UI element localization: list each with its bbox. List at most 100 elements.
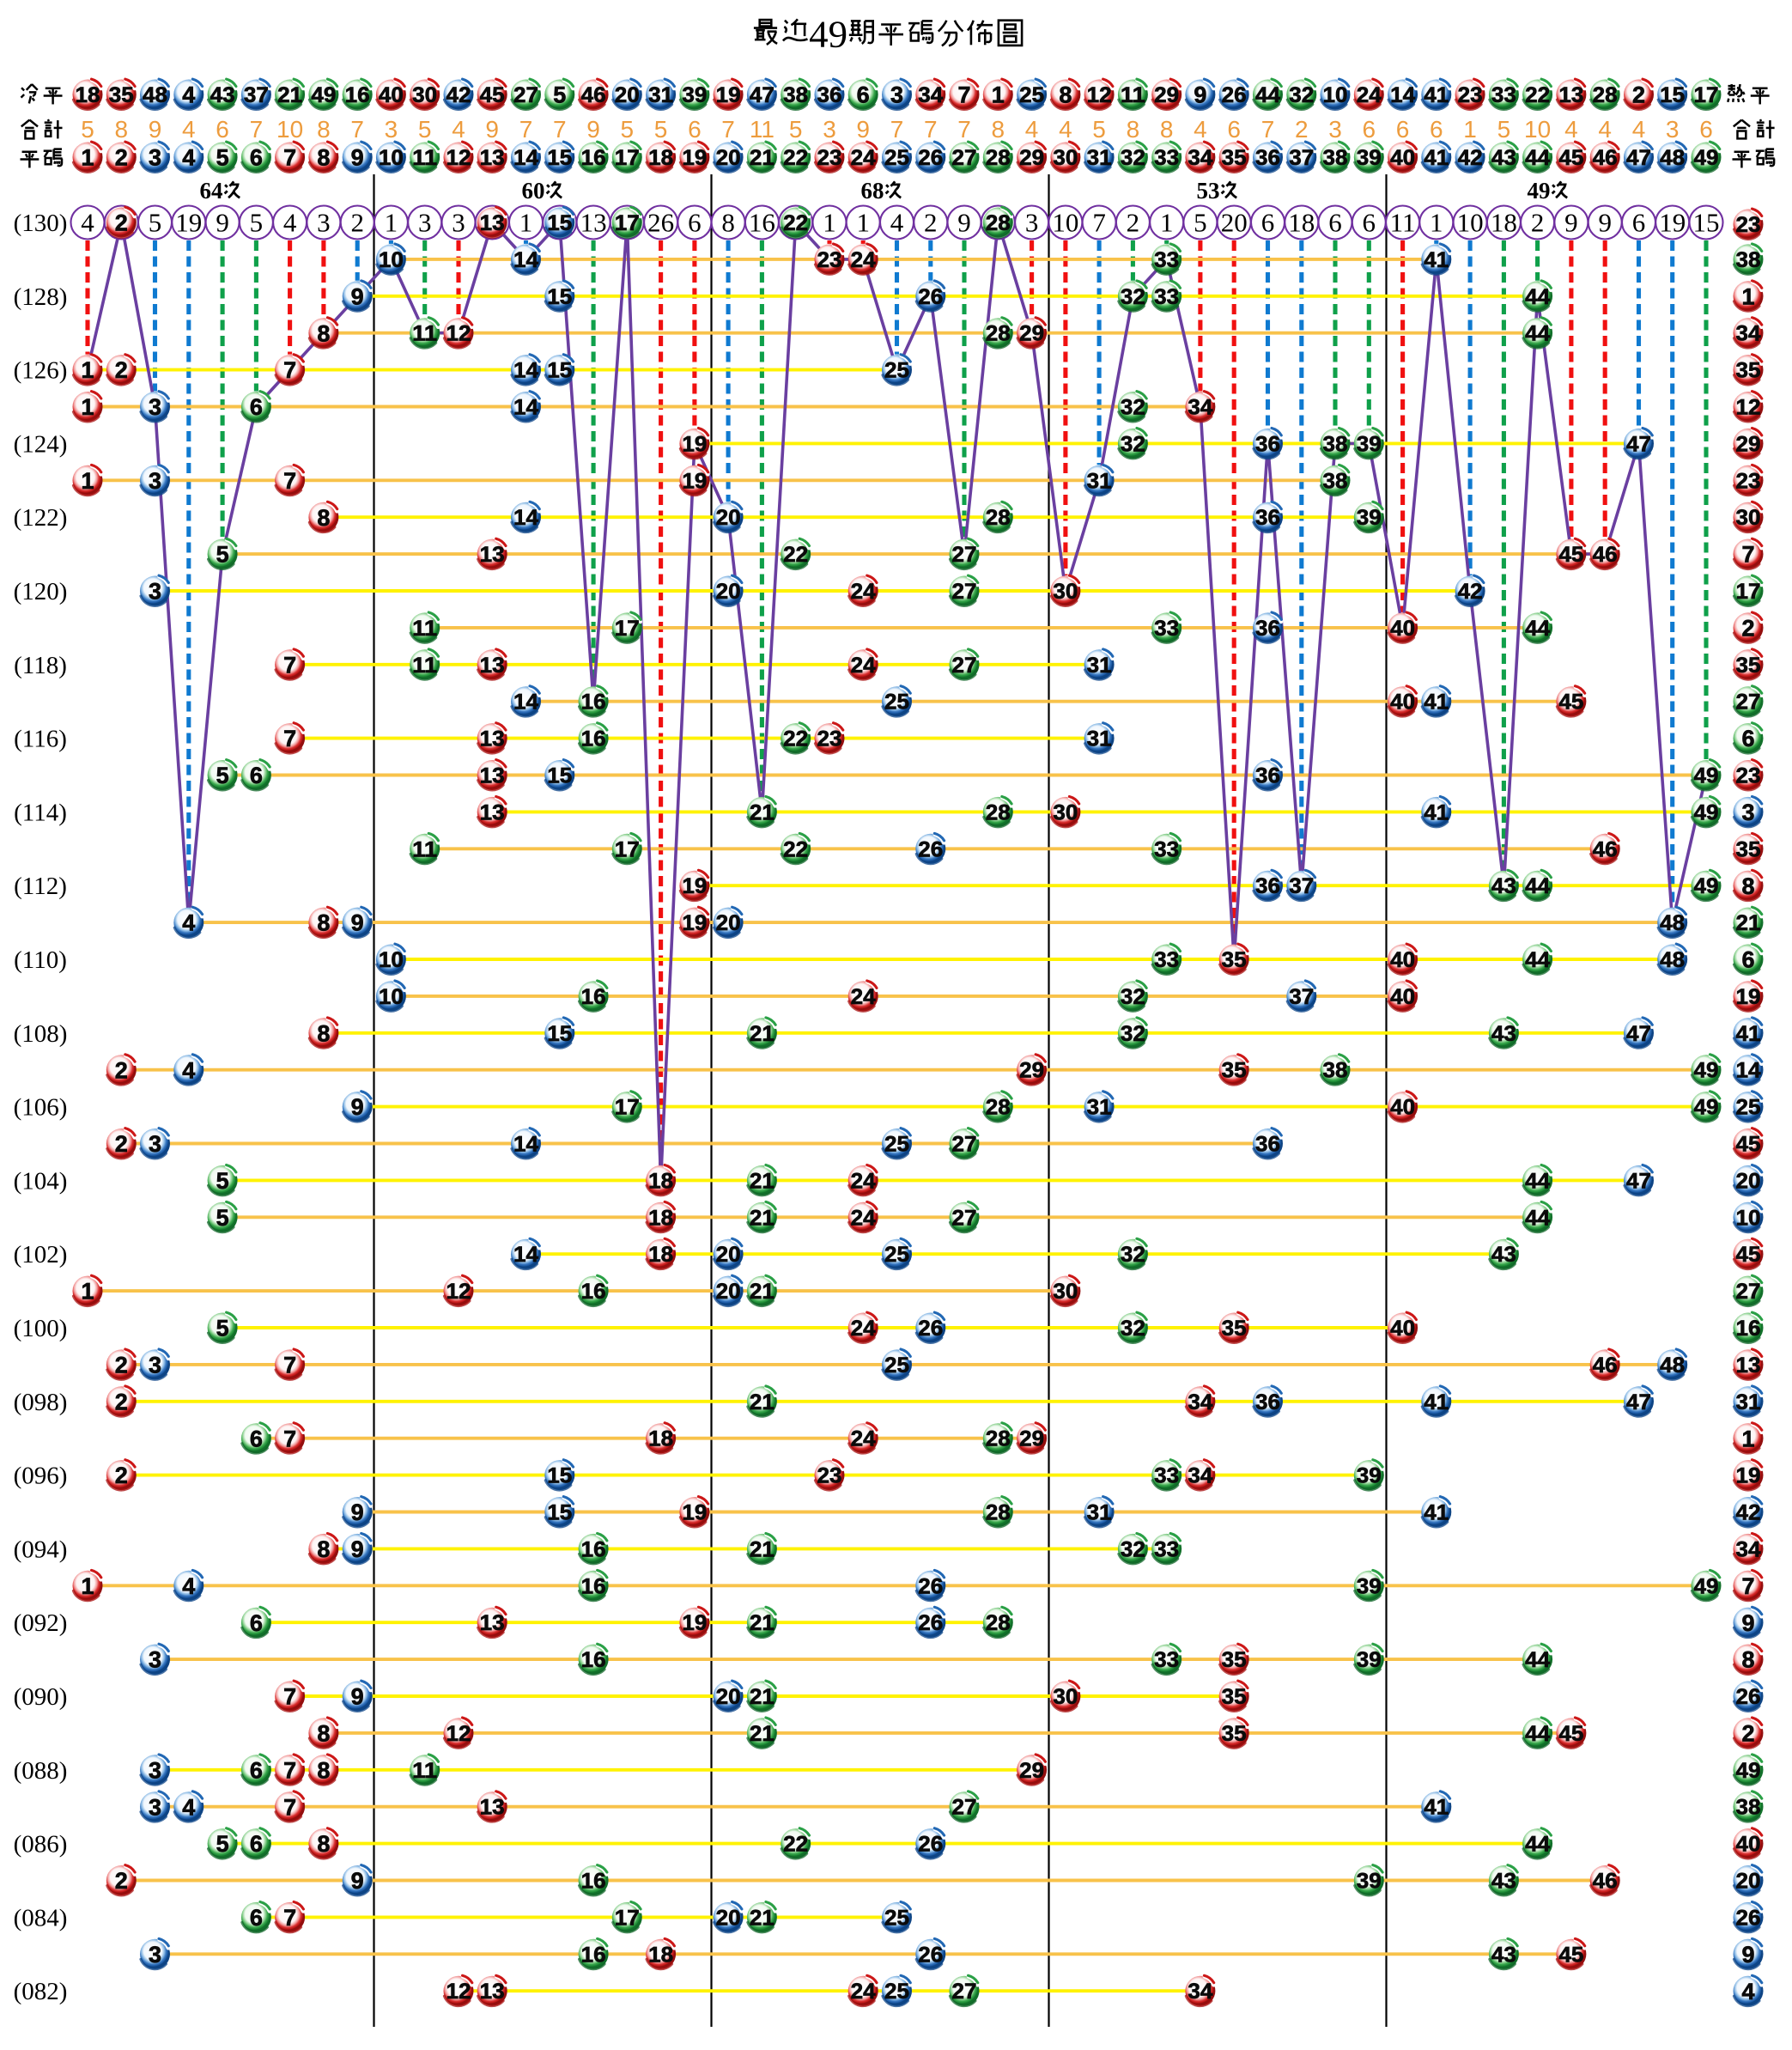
svg-text:2: 2	[1741, 616, 1754, 642]
svg-text:7: 7	[283, 1757, 296, 1783]
svg-text:9: 9	[351, 1499, 364, 1525]
svg-text:2: 2	[115, 1057, 128, 1083]
svg-text:45: 45	[1558, 690, 1583, 715]
svg-text:26: 26	[1736, 1906, 1761, 1930]
svg-text:36: 36	[1255, 432, 1280, 456]
svg-text:28: 28	[986, 1096, 1011, 1120]
svg-text:47: 47	[1626, 432, 1651, 456]
svg-text:45: 45	[1558, 146, 1583, 170]
svg-text:4: 4	[452, 116, 465, 143]
svg-text:33: 33	[1154, 1537, 1179, 1561]
svg-text:26: 26	[918, 837, 943, 861]
svg-text:20: 20	[716, 1280, 741, 1304]
svg-text:1: 1	[385, 208, 398, 238]
svg-text:23: 23	[817, 146, 842, 170]
svg-text:22: 22	[783, 211, 808, 235]
svg-text:7: 7	[283, 468, 296, 494]
svg-text:23: 23	[817, 248, 842, 272]
svg-text:10: 10	[379, 146, 404, 170]
svg-text:14: 14	[513, 506, 538, 530]
svg-text:18: 18	[648, 1169, 673, 1193]
svg-text:44: 44	[1525, 146, 1550, 170]
svg-text:1: 1	[856, 208, 870, 238]
svg-text:33: 33	[1154, 285, 1179, 309]
svg-text:17: 17	[615, 1096, 640, 1120]
svg-text:35: 35	[1222, 1648, 1247, 1672]
svg-text:19: 19	[682, 469, 707, 493]
svg-text:12: 12	[1087, 83, 1112, 107]
svg-text:28: 28	[986, 800, 1011, 824]
svg-text:19: 19	[682, 146, 707, 170]
svg-text:5: 5	[149, 208, 162, 238]
svg-text:10: 10	[379, 948, 404, 972]
svg-text:3: 3	[149, 579, 161, 605]
svg-text:44: 44	[1525, 617, 1550, 641]
svg-text:44: 44	[1525, 1206, 1550, 1230]
svg-text:1: 1	[81, 1573, 94, 1599]
svg-text:1: 1	[519, 208, 533, 238]
svg-text:2: 2	[115, 1389, 128, 1414]
svg-text:21: 21	[277, 83, 302, 107]
svg-text:38: 38	[1323, 146, 1348, 170]
svg-text:42: 42	[1458, 580, 1483, 604]
svg-text:6: 6	[1261, 208, 1275, 238]
svg-text:8: 8	[317, 1831, 330, 1857]
svg-text:31: 31	[1087, 1096, 1112, 1120]
svg-text:22: 22	[783, 727, 808, 751]
svg-text:20: 20	[1221, 208, 1248, 238]
svg-text:24: 24	[851, 985, 876, 1009]
svg-text:6: 6	[1227, 116, 1241, 143]
svg-text:25: 25	[1019, 83, 1044, 107]
svg-text:49: 49	[1736, 1759, 1761, 1783]
svg-text:18: 18	[1288, 208, 1315, 238]
svg-text:28: 28	[986, 506, 1011, 530]
svg-text:40: 40	[1390, 948, 1415, 972]
svg-text:3: 3	[452, 208, 465, 238]
svg-text:6: 6	[250, 1426, 263, 1451]
svg-text:34: 34	[1188, 396, 1212, 420]
svg-text:45: 45	[480, 83, 505, 107]
svg-text:3: 3	[1666, 116, 1680, 143]
svg-text:41: 41	[1736, 1022, 1761, 1046]
svg-text:12: 12	[446, 322, 471, 346]
svg-text:27: 27	[952, 1796, 977, 1820]
svg-text:26: 26	[647, 208, 674, 238]
svg-text:13: 13	[480, 800, 505, 824]
svg-text:7: 7	[957, 116, 971, 143]
svg-text:45: 45	[1736, 1243, 1761, 1267]
svg-text:32: 32	[1121, 396, 1145, 420]
svg-text:15: 15	[547, 1022, 572, 1046]
svg-text:7: 7	[957, 82, 970, 108]
svg-text:6: 6	[250, 1905, 263, 1931]
svg-text:26: 26	[918, 1611, 943, 1635]
svg-text:5: 5	[621, 116, 635, 143]
svg-text:39: 39	[1357, 1464, 1382, 1488]
svg-text:25: 25	[1736, 1096, 1761, 1120]
svg-text:3: 3	[149, 145, 161, 171]
svg-text:13: 13	[480, 764, 505, 788]
svg-text:32: 32	[1121, 985, 1145, 1009]
svg-text:17: 17	[615, 146, 640, 170]
svg-text:32: 32	[1289, 83, 1314, 107]
svg-text:30: 30	[1053, 580, 1078, 604]
svg-text:20: 20	[716, 1243, 741, 1267]
svg-text:9: 9	[149, 116, 162, 143]
svg-text:24: 24	[851, 248, 876, 272]
svg-text:16: 16	[581, 1280, 606, 1304]
svg-text:36: 36	[1255, 506, 1280, 530]
svg-text:5: 5	[81, 116, 94, 143]
svg-text:5: 5	[1194, 208, 1207, 238]
svg-text:9: 9	[1564, 208, 1578, 238]
svg-text:36: 36	[1255, 874, 1280, 898]
svg-text:12: 12	[446, 1980, 471, 2004]
svg-text:21: 21	[750, 1280, 775, 1304]
svg-text:26: 26	[918, 146, 943, 170]
svg-text:46: 46	[1593, 543, 1618, 567]
svg-text:28: 28	[986, 211, 1011, 235]
svg-text:24: 24	[851, 1169, 876, 1193]
svg-text:34: 34	[1188, 1980, 1212, 2004]
svg-text:5: 5	[654, 116, 668, 143]
svg-text:2: 2	[924, 208, 938, 238]
svg-text:26: 26	[918, 285, 943, 309]
svg-text:11: 11	[412, 146, 437, 170]
